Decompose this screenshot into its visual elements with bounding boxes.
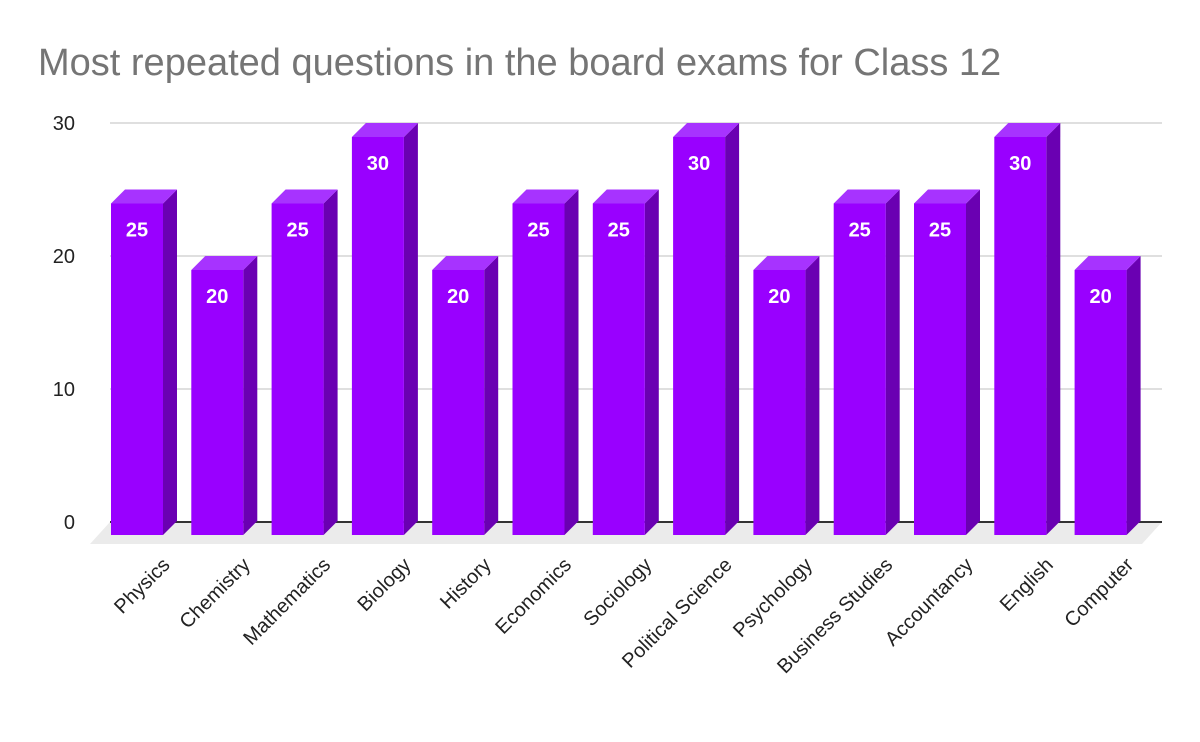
y-axis-ticks: 0 10 20 30: [53, 113, 75, 534]
bar-english: 30: [994, 123, 1061, 535]
bar-front-face: [432, 270, 485, 535]
x-tick-label: Psychology: [729, 554, 817, 642]
x-tick-label: English: [996, 554, 1058, 616]
bar-biology: 30: [351, 123, 418, 535]
bar-side-face: [725, 123, 740, 535]
bar-front-face: [351, 137, 404, 535]
bar-front-face: [512, 203, 565, 535]
bar-front-face: [1074, 270, 1127, 535]
bar-physics: 25: [111, 189, 177, 535]
bar-history: 20: [432, 256, 499, 535]
bar-political-science: 30: [673, 123, 740, 535]
data-label: 25: [608, 220, 630, 242]
data-label: 20: [447, 286, 469, 308]
bar-side-face: [966, 189, 980, 535]
bar-side-face: [644, 189, 659, 535]
bar-front-face: [833, 203, 886, 535]
y-tick-label: 0: [64, 512, 75, 534]
bar-economics: 25: [512, 189, 579, 535]
data-label: 25: [849, 220, 871, 242]
bar-top-face: [994, 123, 1061, 137]
data-label: 30: [1009, 153, 1031, 175]
x-tick-label: Physics: [110, 554, 174, 618]
bars: 25 20 25 30 20 25 25 30 20 25 25 30 20: [111, 123, 1141, 535]
bar-chemistry: 20: [191, 256, 258, 535]
y-tick-label: 20: [53, 246, 75, 268]
bar-front-face: [592, 203, 645, 535]
x-tick-label: Economics: [491, 554, 576, 639]
data-label: 20: [768, 286, 790, 308]
data-label: 25: [286, 220, 308, 242]
x-tick-label: History: [436, 554, 496, 614]
data-label: 25: [527, 220, 549, 242]
bar-front-face: [673, 137, 726, 535]
bar-side-face: [163, 189, 177, 535]
bar-accountancy: 25: [914, 189, 980, 535]
bar-business-studies: 25: [833, 189, 900, 535]
bar-psychology: 20: [753, 256, 820, 535]
bar-side-face: [1046, 123, 1061, 535]
bar-front-face: [111, 203, 163, 535]
y-tick-label: 10: [53, 379, 75, 401]
bar-front-face: [271, 203, 324, 535]
bar-side-face: [805, 256, 820, 535]
bar-top-face: [833, 189, 900, 204]
chart-title: Most repeated questions in the board exa…: [38, 42, 1001, 84]
bar-side-face: [484, 256, 499, 535]
bar-top-face: [753, 256, 820, 270]
bar-top-face: [351, 123, 418, 137]
data-label: 30: [688, 153, 710, 175]
bar-top-face: [111, 189, 177, 204]
bar-top-face: [271, 189, 338, 204]
bar-side-face: [243, 256, 258, 535]
x-tick-label: Biology: [353, 554, 415, 616]
bar-front-face: [914, 203, 966, 535]
bar-top-face: [191, 256, 258, 270]
x-tick-label: Computer: [1060, 554, 1138, 632]
bar-mathematics: 25: [271, 189, 338, 535]
x-tick-label: Chemistry: [176, 554, 255, 633]
bar-side-face: [885, 189, 900, 535]
x-tick-label: Mathematics: [239, 554, 335, 650]
x-tick-label: Sociology: [579, 554, 656, 631]
bar-front-face: [994, 137, 1047, 535]
bar-top-face: [1074, 256, 1141, 270]
data-label: 30: [367, 153, 389, 175]
bar-top-face: [592, 189, 659, 204]
bar-computer: 20: [1074, 256, 1141, 535]
bar-side-face: [323, 189, 338, 535]
bar-top-face: [432, 256, 499, 270]
data-label: 25: [929, 220, 951, 242]
bar-side-face: [403, 123, 418, 535]
bar-top-face: [512, 189, 579, 204]
bar-side-face: [1126, 256, 1141, 535]
y-tick-label: 30: [53, 113, 75, 135]
bar-side-face: [564, 189, 579, 535]
bar-sociology: 25: [592, 189, 659, 535]
bar-front-face: [191, 270, 244, 535]
bar-top-face: [914, 189, 980, 204]
data-label: 25: [126, 220, 148, 242]
bar-front-face: [753, 270, 806, 535]
bar-top-face: [673, 123, 740, 137]
data-label: 20: [206, 286, 228, 308]
data-label: 20: [1089, 286, 1111, 308]
